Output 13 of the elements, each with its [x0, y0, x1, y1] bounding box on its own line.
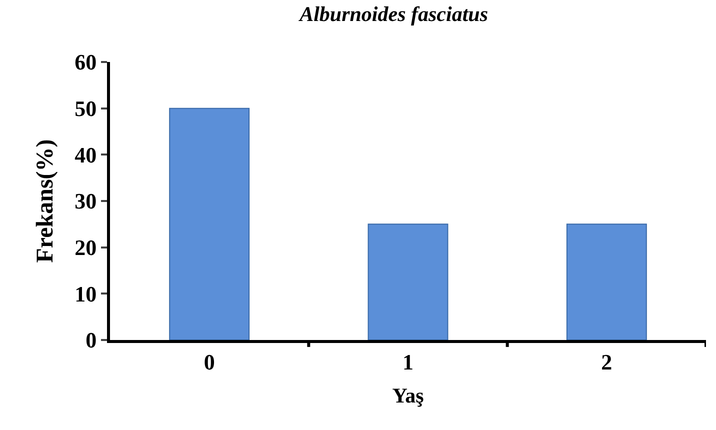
y-tick-label: 0 — [86, 328, 97, 353]
y-axis-title: Frekans(%) — [32, 139, 59, 263]
y-tick-label: 50 — [74, 96, 97, 122]
x-axis-title: Yaş — [392, 384, 424, 408]
y-tick-label: 60 — [74, 50, 97, 75]
x-tick-label: 1 — [402, 349, 414, 374]
y-tick-label: 30 — [74, 188, 97, 214]
y-tick-label: 40 — [74, 142, 97, 168]
y-tick-label: 10 — [74, 281, 97, 306]
chart-title: Alburnoides fasciatus — [298, 2, 488, 26]
x-tick-label: 0 — [204, 349, 215, 374]
y-tick-label: 20 — [74, 235, 97, 260]
x-tick-label: 2 — [601, 349, 612, 374]
